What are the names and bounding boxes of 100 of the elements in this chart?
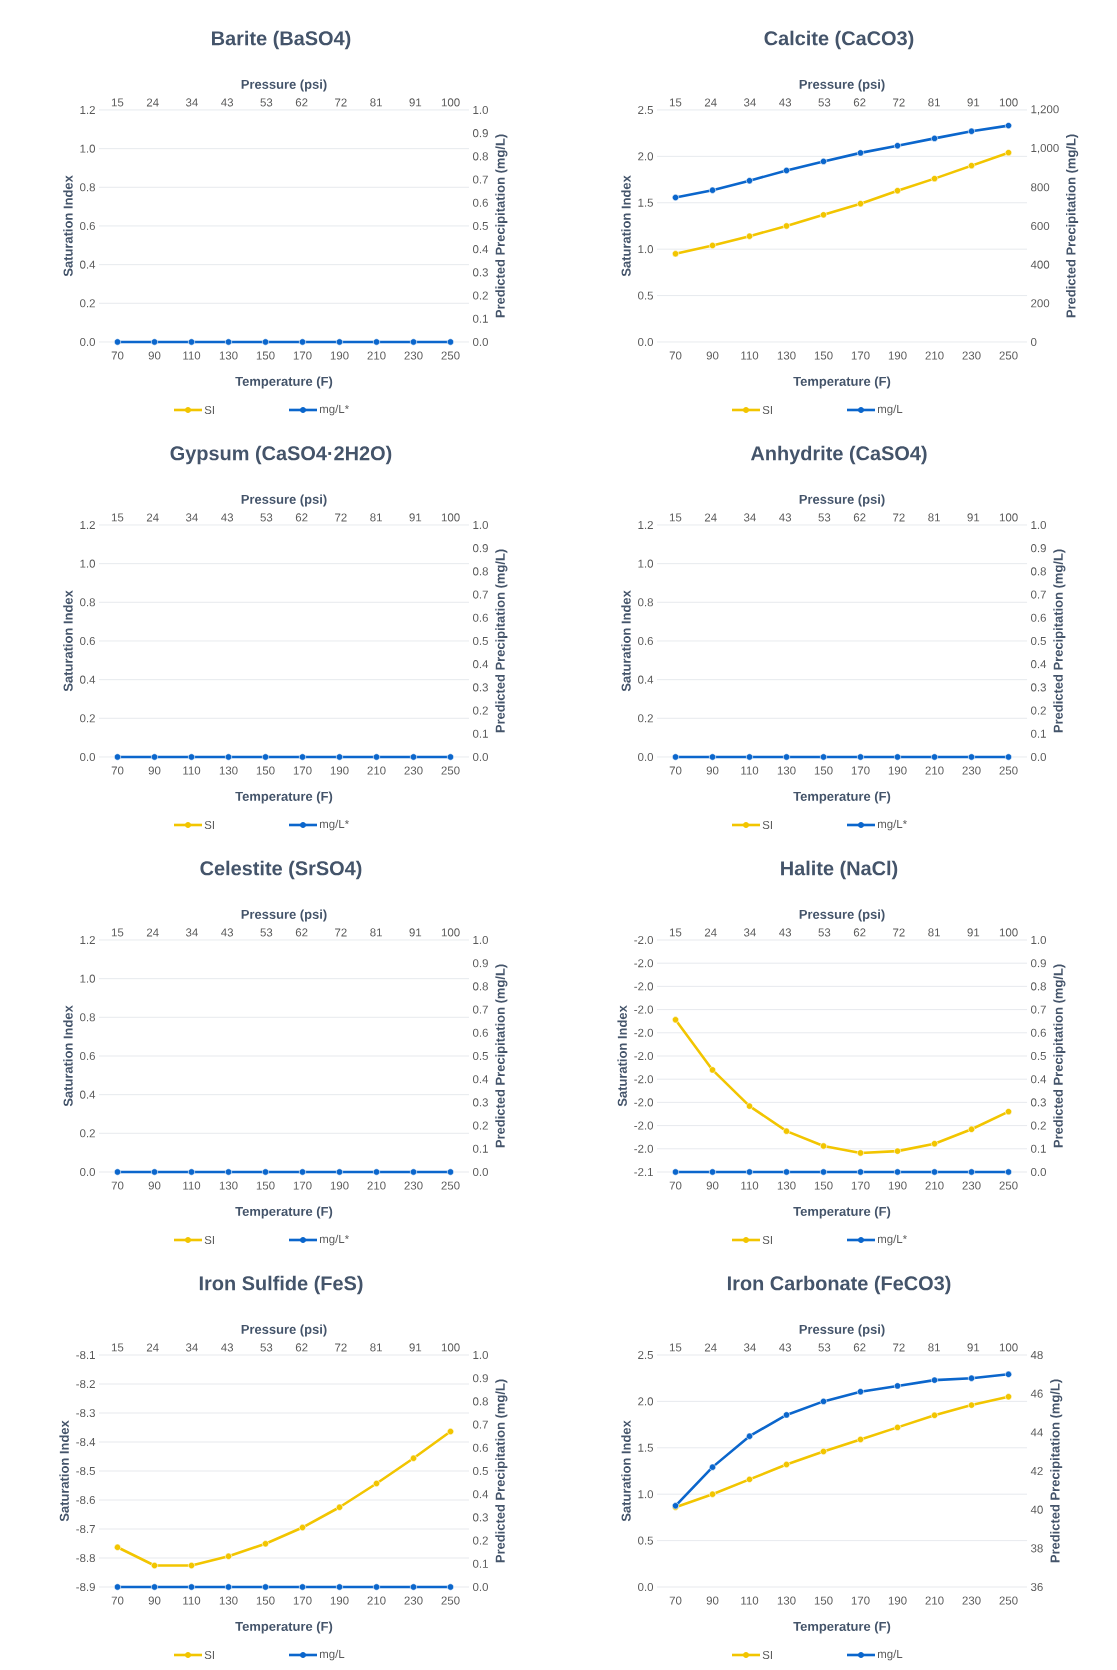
x-tick-label: 190 bbox=[888, 1181, 907, 1190]
y2-tick-label: 0.4 bbox=[472, 1490, 489, 1499]
y2-tick-label: 46 bbox=[1030, 1389, 1043, 1398]
y-tick-label: 2.5 bbox=[638, 105, 654, 115]
x-tick-label: 250 bbox=[441, 351, 460, 360]
y-tick-label: 0.5 bbox=[638, 291, 654, 300]
y2-tick-label: 0.6 bbox=[472, 1443, 488, 1452]
chart-title: Halite (NaCl) bbox=[781, 860, 898, 880]
x-axis-title: Temperature (F) bbox=[793, 791, 891, 804]
x2-axis-title: Pressure (psi) bbox=[799, 494, 885, 507]
x-tick-label: 110 bbox=[183, 766, 201, 775]
y2-tick-label: 200 bbox=[1031, 299, 1050, 308]
y2-tick-label: 1.0 bbox=[473, 520, 488, 530]
x-axis-title: Temperature (F) bbox=[235, 1206, 333, 1219]
x-tick-label: 130 bbox=[219, 1596, 238, 1605]
y-tick-label: 0.0 bbox=[638, 337, 654, 347]
x2-tick-label: 43 bbox=[221, 98, 234, 107]
x2-tick-label: 53 bbox=[260, 513, 273, 522]
y2-tick-label: 0.7 bbox=[1030, 1005, 1046, 1014]
x-tick-label: 210 bbox=[925, 351, 944, 360]
x-tick-label: 130 bbox=[777, 1596, 796, 1605]
chart-title: Calcite (CaCO3) bbox=[764, 30, 914, 50]
x2-tick-label: 15 bbox=[111, 928, 124, 937]
x-tick-label: 210 bbox=[367, 351, 386, 360]
x-tick-label: 230 bbox=[404, 766, 423, 775]
y2-tick-label: 0.9 bbox=[472, 129, 488, 138]
x-tick-label: 190 bbox=[330, 1596, 349, 1605]
y2-tick-label: 0.7 bbox=[472, 590, 488, 599]
y-tick-label: 0.4 bbox=[638, 675, 654, 684]
y2-tick-label: 0.9 bbox=[1030, 544, 1046, 553]
x2-tick-label: 81 bbox=[370, 513, 382, 522]
y2-tick-label: 0.0 bbox=[472, 752, 488, 762]
point bbox=[931, 1376, 939, 1384]
y2-tick-label: 0.8 bbox=[472, 1397, 488, 1406]
x-tick-label: 150 bbox=[256, 351, 275, 360]
point bbox=[894, 1147, 902, 1155]
point bbox=[783, 222, 791, 230]
y2-tick-label: 0.6 bbox=[472, 198, 488, 207]
x2-tick-label: 62 bbox=[853, 513, 866, 522]
point bbox=[968, 162, 976, 170]
point bbox=[262, 1540, 270, 1548]
y2-tick-label: 0.9 bbox=[472, 544, 488, 553]
x2-axis-title: Pressure (psi) bbox=[241, 1324, 327, 1337]
y-tick-label: 0.2 bbox=[638, 714, 653, 723]
point bbox=[746, 1475, 754, 1483]
point bbox=[783, 1411, 791, 1419]
point bbox=[1005, 149, 1013, 157]
x-tick-label: 190 bbox=[888, 1596, 907, 1605]
point bbox=[410, 1454, 418, 1462]
legend-label: mg/L* bbox=[319, 404, 349, 416]
y2-tick-label: 1.0 bbox=[473, 935, 488, 945]
y-tick-label: -2.0 bbox=[634, 1075, 654, 1084]
x2-tick-label: 91 bbox=[967, 513, 980, 522]
y2-tick-label: 400 bbox=[1030, 260, 1050, 269]
x2-tick-label: 81 bbox=[928, 98, 940, 107]
y2-tick-label: 0.0 bbox=[472, 337, 488, 347]
point bbox=[894, 142, 902, 150]
y2-tick-label: 1.0 bbox=[473, 1350, 488, 1360]
legend-label: SI bbox=[762, 820, 772, 830]
x2-tick-label: 43 bbox=[779, 513, 792, 522]
y-tick-label: -2.0 bbox=[634, 1121, 654, 1130]
x-axis-title: Temperature (F) bbox=[235, 376, 333, 389]
y2-tick-label: 0.7 bbox=[472, 1005, 488, 1014]
y-tick-label: 1.0 bbox=[80, 144, 96, 153]
point bbox=[1005, 1393, 1013, 1401]
y2-axis-title: Predicted Precipitation (mg/L) bbox=[1053, 964, 1066, 1148]
y-tick-label: -8.8 bbox=[76, 1553, 95, 1563]
y2-tick-label: 1.0 bbox=[1031, 935, 1047, 945]
x2-tick-label: 43 bbox=[221, 513, 234, 522]
y-tick-label: -8.7 bbox=[76, 1524, 95, 1534]
y2-tick-label: 0.2 bbox=[1030, 706, 1046, 715]
y-tick-label: -8.6 bbox=[76, 1495, 95, 1505]
x-tick-label: 170 bbox=[293, 1181, 312, 1190]
x-tick-label: 250 bbox=[999, 1596, 1018, 1605]
x-tick-label: 210 bbox=[367, 766, 386, 775]
point bbox=[857, 149, 865, 157]
x2-tick-label: 53 bbox=[818, 1343, 831, 1352]
x-tick-label: 130 bbox=[219, 766, 238, 775]
y-tick-label: -8.9 bbox=[76, 1582, 95, 1592]
y2-tick-label: 0.4 bbox=[472, 660, 489, 669]
x2-tick-label: 53 bbox=[818, 98, 831, 107]
y-tick-label: 0.0 bbox=[80, 337, 96, 347]
legend-label: SI bbox=[204, 1235, 214, 1245]
x-tick-label: 250 bbox=[999, 766, 1018, 775]
x-tick-label: 110 bbox=[741, 1596, 759, 1605]
y-tick-label: 0.5 bbox=[638, 1536, 654, 1545]
point bbox=[1005, 122, 1013, 130]
y-tick-label: 1.2 bbox=[80, 935, 95, 944]
x-tick-label: 170 bbox=[851, 1181, 870, 1190]
x2-tick-label: 24 bbox=[146, 513, 159, 522]
x2-tick-label: 81 bbox=[928, 1343, 940, 1352]
x2-tick-label: 91 bbox=[967, 1343, 980, 1352]
y-tick-label: 1.0 bbox=[638, 559, 654, 568]
y2-tick-label: 0.8 bbox=[1030, 982, 1046, 991]
y2-tick-label: 36 bbox=[1030, 1582, 1043, 1592]
x2-tick-label: 72 bbox=[335, 98, 347, 107]
y-tick-label: -2.0 bbox=[634, 1098, 654, 1107]
y2-tick-label: 0.5 bbox=[472, 1466, 488, 1476]
x2-tick-label: 100 bbox=[999, 98, 1018, 107]
x2-tick-label: 43 bbox=[779, 1343, 792, 1352]
